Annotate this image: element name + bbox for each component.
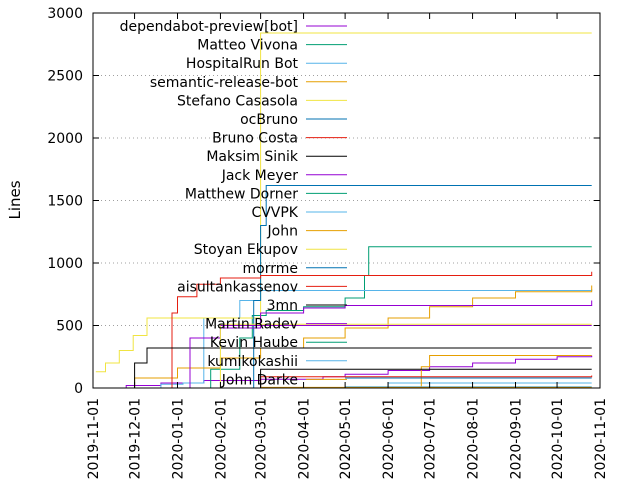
series-line bbox=[105, 355, 593, 389]
legend-label: Stoyan Ekupov bbox=[194, 242, 298, 258]
legend-label: Kevin Haube bbox=[210, 335, 298, 351]
x-tick-label: 2020-10-01 bbox=[550, 398, 566, 479]
axes: 0 500 1000 1500 2000 2500 3000 2019-11-01 2019-1… bbox=[47, 6, 609, 479]
x-tick-label: 2020-05-01 bbox=[338, 398, 354, 479]
series-line bbox=[253, 375, 593, 389]
legend-label: Stefano Casasola bbox=[177, 93, 298, 109]
legend-label: Jack Meyer bbox=[221, 168, 299, 184]
series-line bbox=[160, 271, 593, 389]
x-tick-label: 2020-04-01 bbox=[297, 398, 313, 479]
x-tick-label: 2020-07-01 bbox=[423, 398, 439, 479]
legend-label: HospitalRun Bot bbox=[186, 56, 299, 72]
legend-label: Maksim Sinik bbox=[206, 149, 299, 165]
x-tick-label: 2019-12-01 bbox=[128, 398, 144, 479]
series-line bbox=[105, 285, 593, 389]
legend-label: Matthew Dorner bbox=[185, 186, 298, 202]
legend-label: kumikokashii bbox=[207, 354, 298, 370]
y-tick-label: 1000 bbox=[47, 256, 83, 272]
x-tick-label: 2020-02-01 bbox=[213, 398, 229, 479]
x-tick-label: 2020-06-01 bbox=[381, 398, 397, 479]
legend-label: ocBruno bbox=[240, 112, 298, 128]
series-line bbox=[246, 185, 592, 389]
legend-label: CVVPK bbox=[251, 205, 298, 221]
y-axis-label: Lines bbox=[6, 180, 24, 219]
y-tick-label: 2500 bbox=[47, 69, 83, 85]
x-tick-label: 2020-03-01 bbox=[254, 398, 270, 479]
x-tick-label: 2019-11-01 bbox=[86, 398, 102, 479]
legend-label: John bbox=[267, 224, 298, 240]
x-tick-label: 2020-11-01 bbox=[593, 398, 609, 479]
x-tick-label: 2020-09-01 bbox=[509, 398, 525, 479]
x-tick-label: 2020-01-01 bbox=[171, 398, 187, 479]
y-tick-label: 1500 bbox=[47, 194, 83, 210]
legend-label: semantic-release-bot bbox=[150, 75, 299, 91]
legend-label: Matteo Vivona bbox=[197, 38, 298, 54]
legend-label: morrme bbox=[243, 261, 298, 277]
legend-label: John Darke bbox=[221, 372, 298, 388]
legend-label: 3mn bbox=[267, 298, 298, 314]
legend: dependabot-preview[bot] Matteo Vivona Hosp… bbox=[120, 19, 347, 388]
legend-label: Bruno Costa bbox=[212, 131, 298, 147]
y-tick-label: 2000 bbox=[47, 131, 83, 147]
y-tick-label: 500 bbox=[56, 319, 83, 335]
y-tick-label: 3000 bbox=[47, 6, 83, 22]
legend-label: dependabot-preview[bot] bbox=[120, 19, 298, 35]
x-tick-label: 2020-08-01 bbox=[466, 398, 482, 479]
grid bbox=[93, 75, 600, 326]
y-tick-label: 0 bbox=[74, 381, 83, 397]
legend-label: aisultankassenov bbox=[177, 279, 298, 295]
legend-label: Martin Radev bbox=[205, 317, 298, 333]
